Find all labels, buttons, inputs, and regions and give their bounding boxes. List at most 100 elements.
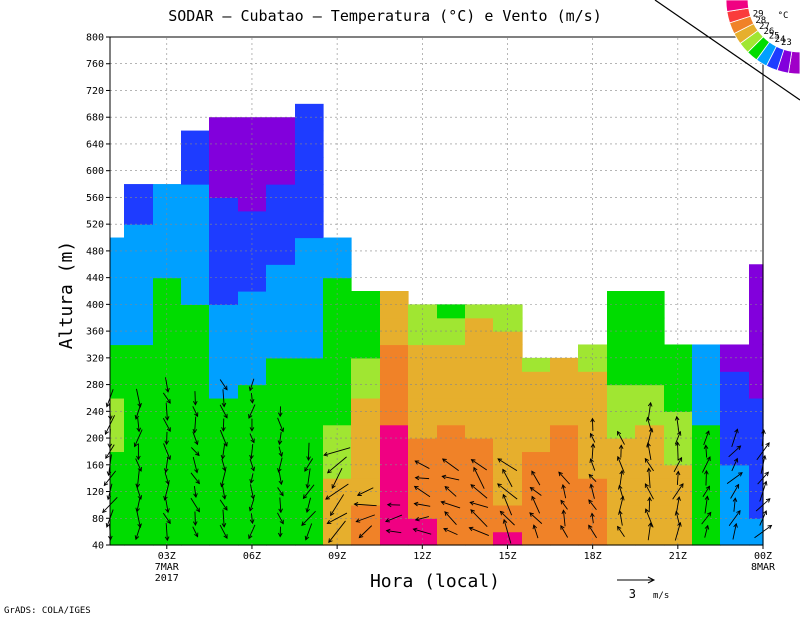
temperature-cell xyxy=(209,264,239,279)
temperature-cell xyxy=(408,317,438,332)
wind-arrow xyxy=(470,484,488,499)
temperature-cell xyxy=(749,397,764,412)
wind-arrow xyxy=(702,485,710,497)
temperature-cell xyxy=(465,531,494,546)
temperature-cell xyxy=(209,117,239,132)
temperature-cell xyxy=(749,504,764,519)
colorbar-label: 29 xyxy=(753,10,764,20)
temperature-cell xyxy=(550,371,579,386)
x-tick-year: 2017 xyxy=(155,573,179,584)
temperature-cell xyxy=(266,237,296,252)
temperature-cell xyxy=(635,384,665,399)
temperature-cell xyxy=(749,371,764,386)
temperature-cell xyxy=(124,504,154,519)
wind-arrow xyxy=(249,433,255,444)
temperature-cell xyxy=(266,264,296,279)
temperature-cell xyxy=(266,531,296,546)
y-tick-label: 160 xyxy=(86,460,104,471)
wind-arrow xyxy=(306,442,311,461)
temperature-cell xyxy=(124,411,154,426)
temperature-cell xyxy=(408,344,438,359)
temperature-cell xyxy=(110,250,125,265)
temperature-cell xyxy=(607,357,636,372)
temperature-cell xyxy=(493,371,523,386)
temperature-cell xyxy=(380,397,409,412)
temperature-cell xyxy=(408,411,438,426)
temperature-cell xyxy=(720,411,750,426)
wind-arrow xyxy=(219,404,228,419)
temperature-cell xyxy=(465,317,494,332)
wind-arrow xyxy=(589,458,596,471)
temperature-cell xyxy=(465,371,494,386)
temperature-cell xyxy=(110,331,125,346)
y-axis-title: Altura (m) xyxy=(56,241,77,349)
temperature-cell xyxy=(266,424,296,439)
temperature-cell xyxy=(266,438,296,453)
wind-arrow xyxy=(469,501,489,508)
temperature-cell xyxy=(522,531,551,546)
wind-arrow xyxy=(644,508,654,528)
temperature-cell xyxy=(110,438,125,453)
temperature-cell xyxy=(635,397,665,412)
temperature-cell xyxy=(124,317,154,332)
temperature-cell xyxy=(110,464,125,479)
temperature-cell xyxy=(238,384,267,399)
temperature-cell xyxy=(323,264,352,279)
wind-arrow xyxy=(529,512,543,524)
temperature-cell xyxy=(295,424,324,439)
temperature-cell xyxy=(664,384,693,399)
wind-arrow xyxy=(277,487,284,497)
temperature-cell xyxy=(493,331,523,346)
temperature-cell xyxy=(238,277,267,292)
temperature-cell xyxy=(465,504,494,519)
temperature-cell xyxy=(295,291,324,305)
temperature-cell xyxy=(635,357,665,372)
temperature-cell xyxy=(110,384,125,399)
y-tick-label: 680 xyxy=(86,113,104,124)
temperature-cell xyxy=(380,411,409,426)
temperature-cell xyxy=(635,504,665,519)
temperature-cell xyxy=(720,531,750,546)
temperature-cell xyxy=(124,304,154,319)
wind-arrow xyxy=(414,460,430,469)
temperature-cell xyxy=(380,331,409,346)
temperature-cell xyxy=(437,464,466,479)
temperature-cell xyxy=(295,397,324,412)
temperature-cell xyxy=(664,344,693,359)
y-tick-label: 440 xyxy=(86,273,104,284)
temperature-cell xyxy=(295,250,324,265)
temperature-cell xyxy=(351,518,381,533)
temperature-cell xyxy=(181,277,210,292)
temperature-cell xyxy=(110,237,125,252)
temperature-cell xyxy=(153,210,182,225)
wind-reference-vector: 3 m/s xyxy=(617,576,669,601)
temperature-cell xyxy=(351,384,381,399)
colorbar-label: 27 xyxy=(759,22,770,32)
wind-arrow xyxy=(325,483,349,500)
temperature-cell xyxy=(380,451,409,466)
temperature-cell xyxy=(493,344,523,359)
temperature-cell xyxy=(238,143,267,158)
temperature-cell xyxy=(295,518,324,533)
wind-arrow xyxy=(588,499,597,511)
temperature-cell xyxy=(408,438,438,453)
temperature-cell xyxy=(238,210,267,225)
wind-arrow xyxy=(249,473,254,484)
colorbar-segment xyxy=(725,0,750,13)
wind-arrow xyxy=(163,443,171,461)
wind-arrow xyxy=(277,512,284,525)
temperature-cell xyxy=(380,304,409,319)
temperature-cell xyxy=(238,371,267,386)
temperature-cell xyxy=(209,531,239,546)
wind-arrow xyxy=(385,528,402,534)
temperature-cell xyxy=(181,357,210,372)
wind-arrow xyxy=(443,527,458,536)
temperature-cell xyxy=(607,317,636,332)
temperature-cell xyxy=(607,478,636,493)
temperature-cell xyxy=(522,438,551,453)
temperature-cell xyxy=(124,277,154,292)
y-tick-label: 760 xyxy=(86,59,104,70)
wind-arrow xyxy=(561,509,567,527)
temperature-cell xyxy=(266,117,296,132)
temperature-cell xyxy=(380,518,409,533)
